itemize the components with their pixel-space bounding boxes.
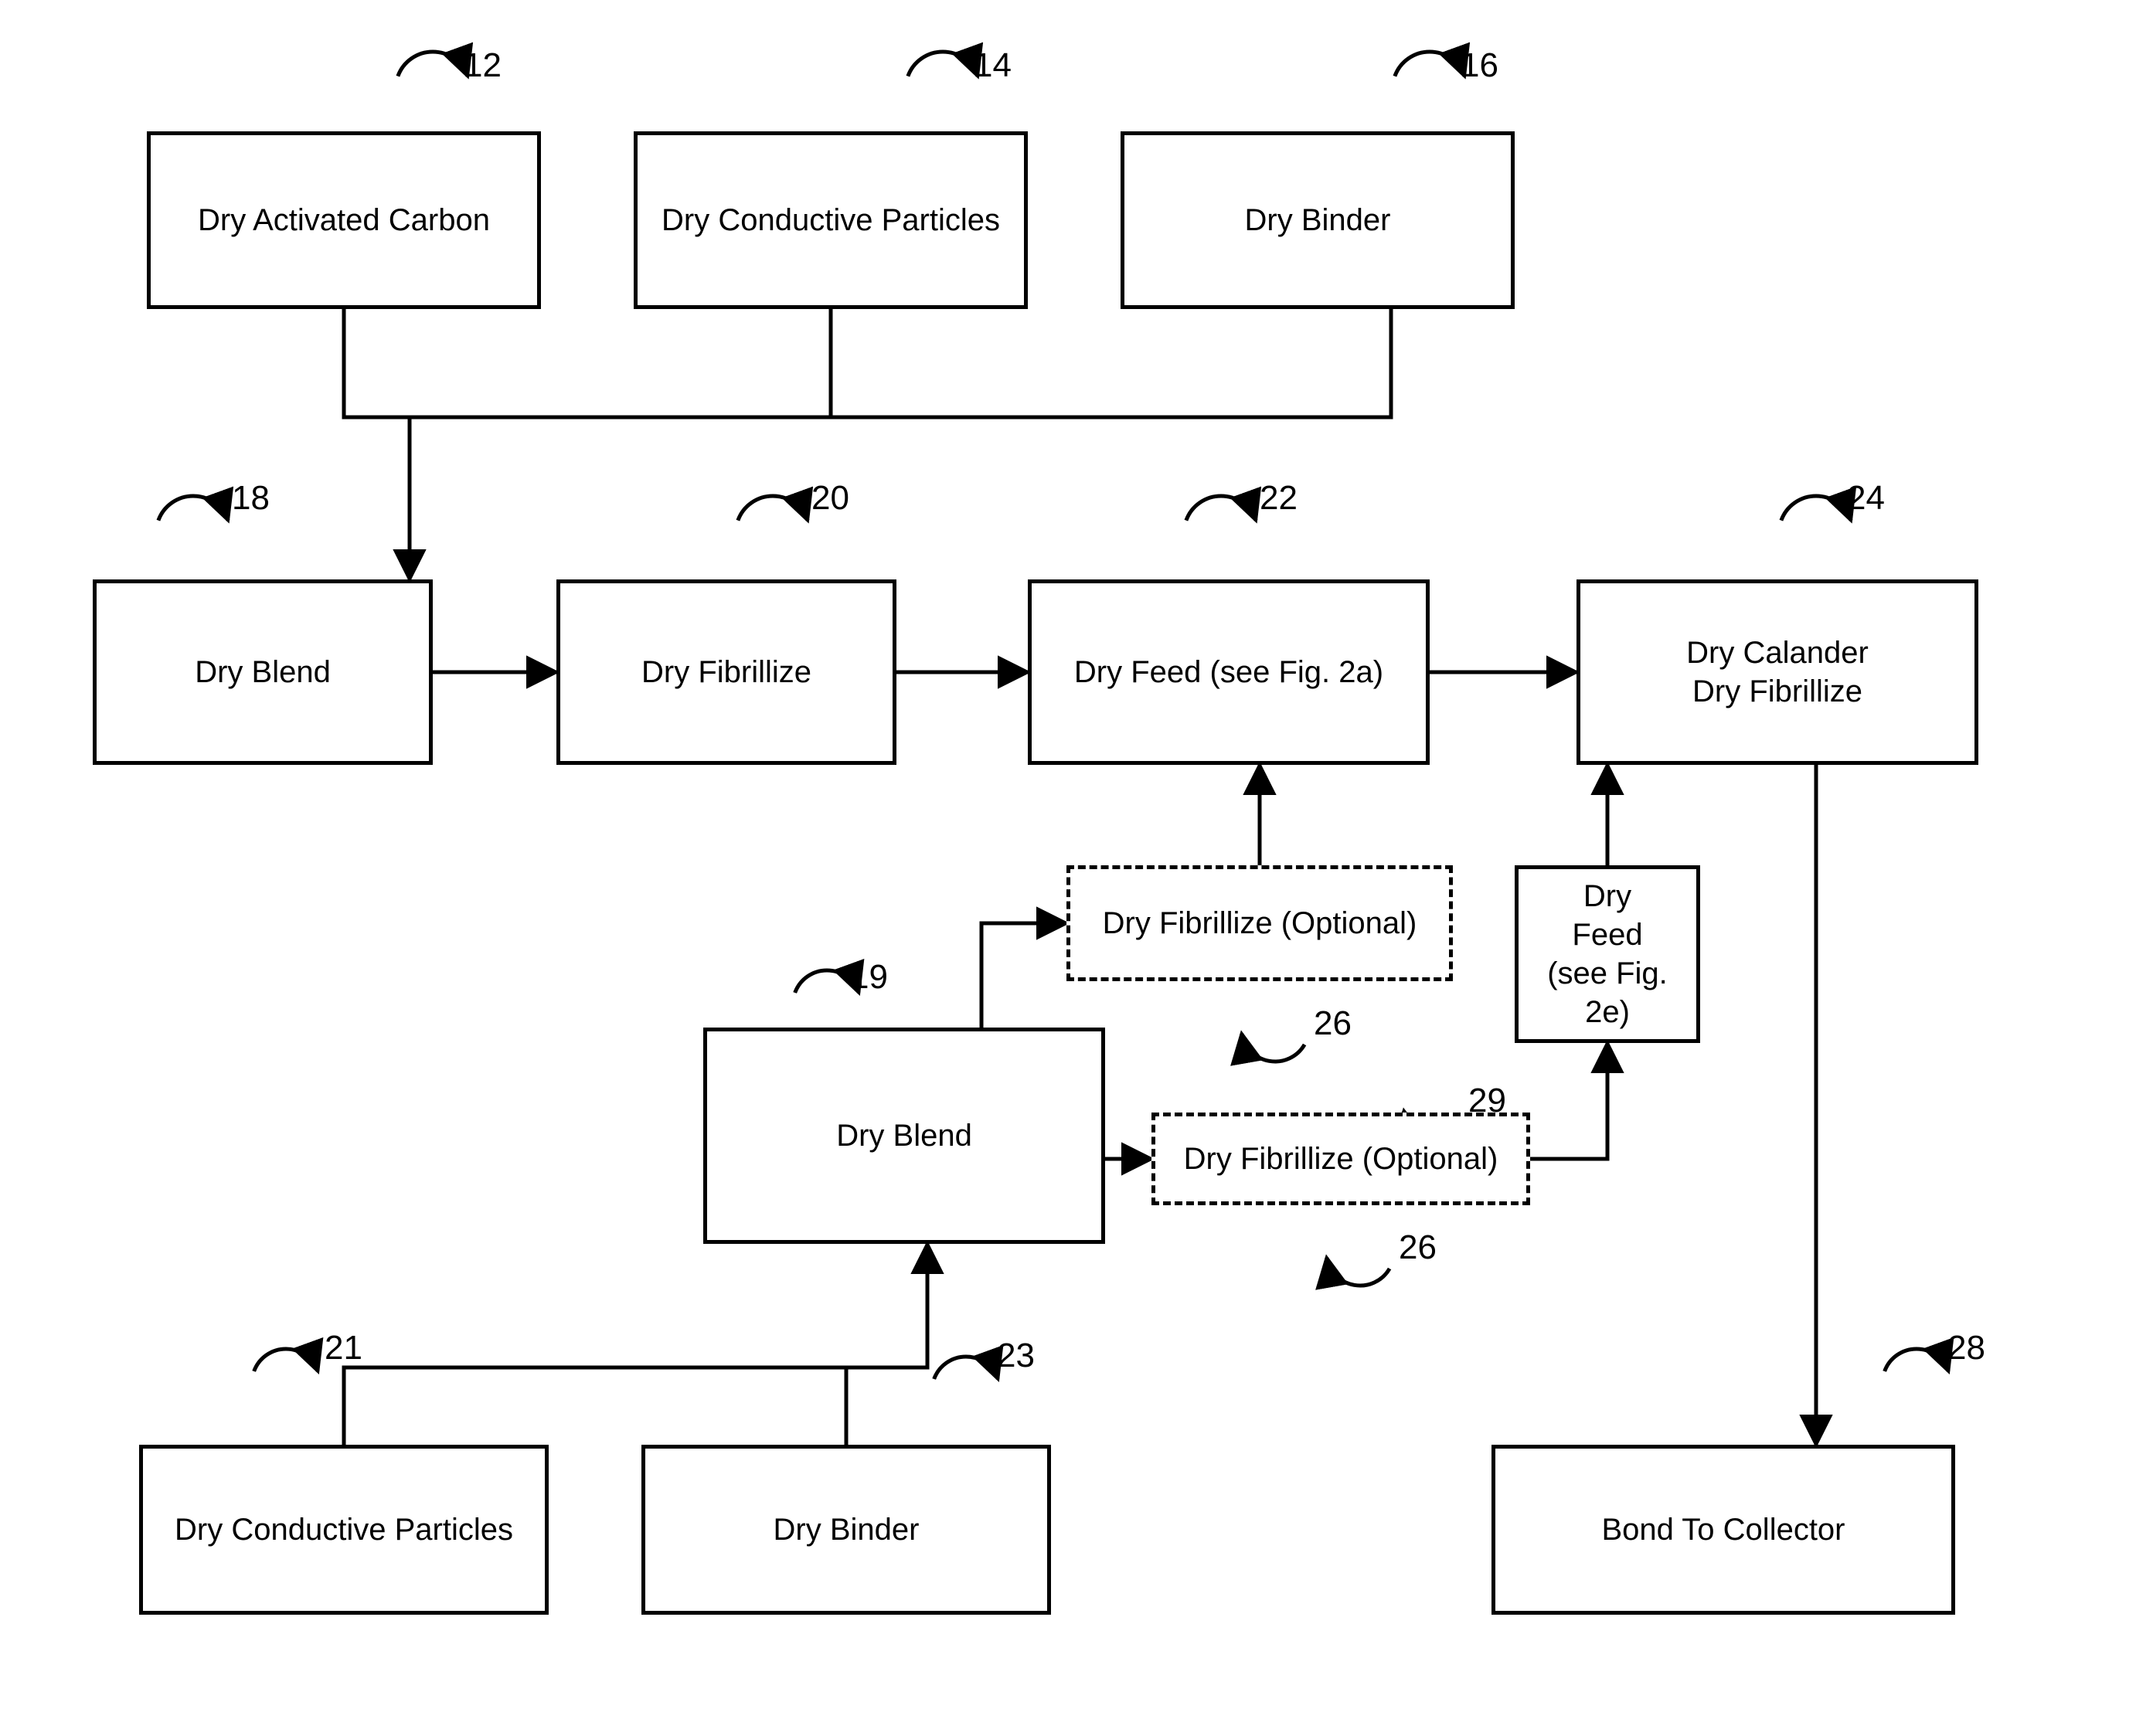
node-n18: Dry Blend bbox=[93, 579, 433, 765]
node-label: Dry Fibrillize (Optional) bbox=[1103, 904, 1417, 943]
ref-number-28: 28 bbox=[1947, 1329, 1985, 1367]
ref-hook-16 bbox=[1395, 52, 1464, 76]
ref-hook-24 bbox=[1781, 496, 1851, 521]
ref-hook-14 bbox=[908, 52, 978, 76]
node-n29: DryFeed(see Fig. 2e) bbox=[1515, 865, 1700, 1043]
edge-e19-26a bbox=[981, 923, 1066, 1028]
ref-number-19: 19 bbox=[850, 958, 888, 997]
node-label: Dry Feed (see Fig. 2a) bbox=[1074, 653, 1383, 691]
node-n23: Dry Binder bbox=[641, 1445, 1051, 1615]
node-label: Dry Conductive Particles bbox=[175, 1510, 513, 1549]
ref-hook-19 bbox=[795, 970, 859, 993]
ref-number-22: 22 bbox=[1260, 479, 1298, 518]
node-n26b: Dry Fibrillize (Optional) bbox=[1151, 1113, 1530, 1205]
node-label: Dry Fibrillize (Optional) bbox=[1184, 1140, 1498, 1178]
ref-hook-22 bbox=[1186, 496, 1256, 521]
edge-e12-18 bbox=[344, 309, 1391, 417]
ref-hook-23 bbox=[934, 1357, 998, 1379]
ref-number-26: 26 bbox=[1314, 1004, 1352, 1043]
edge-e26b-29 bbox=[1530, 1043, 1607, 1159]
node-label: Dry Binder bbox=[1245, 201, 1391, 240]
flowchart-canvas: Dry Activated Carbon 12 Dry Conductive Par… bbox=[0, 0, 2136, 1736]
ref-hook-26a bbox=[1242, 1034, 1304, 1062]
ref-number-18: 18 bbox=[232, 479, 270, 518]
ref-hook-28 bbox=[1885, 1349, 1949, 1371]
edge-e21-19 bbox=[344, 1244, 927, 1445]
node-n20: Dry Fibrillize bbox=[556, 579, 896, 765]
ref-number-16: 16 bbox=[1461, 46, 1498, 85]
node-n26a: Dry Fibrillize (Optional) bbox=[1066, 865, 1453, 981]
ref-number-21: 21 bbox=[325, 1329, 362, 1367]
ref-hook-20 bbox=[738, 496, 808, 521]
ref-hook-26b bbox=[1327, 1258, 1389, 1286]
ref-number-24: 24 bbox=[1847, 479, 1885, 518]
ref-number-23: 23 bbox=[997, 1337, 1035, 1375]
node-n28: Bond To Collector bbox=[1491, 1445, 1955, 1615]
ref-number-20: 20 bbox=[811, 479, 849, 518]
node-label: Dry Fibrillize bbox=[641, 653, 811, 691]
node-label: DryFeed(see Fig. 2e) bbox=[1525, 877, 1690, 1031]
ref-number-26: 26 bbox=[1399, 1228, 1437, 1267]
node-n14: Dry Conductive Particles bbox=[634, 131, 1028, 309]
ref-hook-18 bbox=[158, 496, 228, 521]
ref-number-12: 12 bbox=[464, 46, 502, 85]
ref-hook-12 bbox=[398, 52, 468, 76]
node-label: Dry Blend bbox=[836, 1116, 972, 1155]
node-label: Dry Conductive Particles bbox=[662, 201, 1000, 240]
node-n24: Dry CalanderDry Fibrillize bbox=[1576, 579, 1978, 765]
ref-number-14: 14 bbox=[974, 46, 1012, 85]
node-n16: Dry Binder bbox=[1121, 131, 1515, 309]
node-label: Dry Activated Carbon bbox=[198, 201, 490, 240]
node-n19: Dry Blend bbox=[703, 1028, 1105, 1244]
node-n21: Dry Conductive Particles bbox=[139, 1445, 549, 1615]
node-label: Dry CalanderDry Fibrillize bbox=[1686, 634, 1869, 711]
node-label: Bond To Collector bbox=[1602, 1510, 1845, 1549]
node-n22: Dry Feed (see Fig. 2a) bbox=[1028, 579, 1430, 765]
node-label: Dry Blend bbox=[195, 653, 331, 691]
node-label: Dry Binder bbox=[774, 1510, 920, 1549]
node-n12: Dry Activated Carbon bbox=[147, 131, 541, 309]
ref-hook-21 bbox=[254, 1349, 318, 1371]
